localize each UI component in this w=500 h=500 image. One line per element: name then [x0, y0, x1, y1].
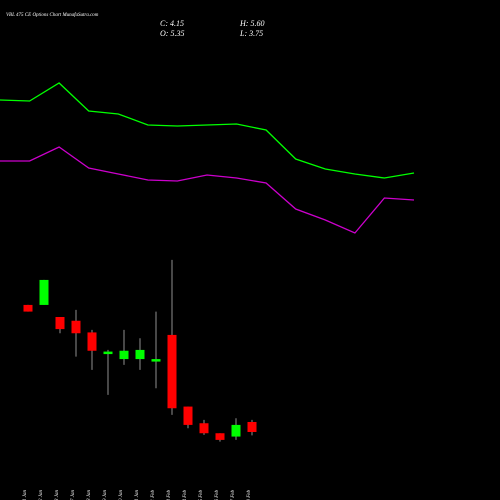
x-tick-label: 06 Feb [215, 490, 220, 500]
candle-body [103, 351, 113, 355]
x-tick-label: 21 Jan [23, 490, 28, 500]
candle-body [183, 406, 193, 425]
chart-title: VBL 475 CE Options Chart MunafaSutra.com [6, 13, 99, 18]
x-tick-label: 04 Feb [183, 490, 188, 500]
indicator-line [0, 146, 415, 234]
x-tick-label: 23 Jan [55, 490, 60, 500]
x-tick-label: 28 Jan [87, 490, 92, 500]
candle-body [87, 332, 97, 351]
open-label: O: 5.35 [160, 29, 184, 38]
close-label: C: 4.15 [160, 19, 184, 28]
high-label: H: 5.60 [239, 19, 264, 28]
x-tick-label: 31 Jan [135, 490, 140, 500]
candle-body [23, 304, 33, 312]
candle-body [199, 423, 209, 434]
candle-body [231, 424, 241, 437]
low-label: L: 3.75 [239, 29, 263, 38]
candle-body [119, 350, 129, 360]
indicator-line [0, 82, 415, 179]
candle-body [71, 320, 81, 334]
x-tick-label: 05 Feb [199, 490, 204, 500]
candle-body [151, 359, 161, 362]
x-tick-label: 22 Jan [39, 490, 44, 500]
x-tick-label: 07 Feb [231, 490, 236, 500]
candle-body [167, 334, 177, 409]
x-tick-label: 30 Jan [119, 490, 124, 500]
x-tick-label: 03 Feb [167, 490, 172, 500]
x-tick-label: 01 Feb [151, 490, 156, 500]
candle-body [135, 349, 145, 360]
candle-body [215, 433, 225, 440]
candle-body [247, 421, 257, 432]
x-tick-label: 29 Jan [103, 490, 108, 500]
candle-body [39, 279, 49, 305]
x-tick-label: 10 Feb [247, 490, 252, 500]
x-tick-label: 27 Jan [71, 490, 76, 500]
candle-body [55, 317, 65, 330]
